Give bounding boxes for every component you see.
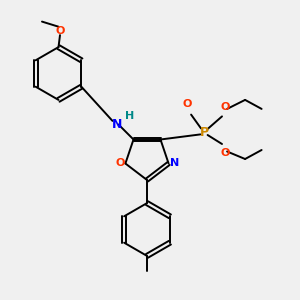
- Text: O: O: [221, 102, 230, 112]
- Text: O: O: [55, 26, 65, 36]
- Text: O: O: [221, 148, 230, 158]
- Text: N: N: [170, 158, 179, 169]
- Text: O: O: [115, 158, 125, 169]
- Text: N: N: [112, 118, 122, 131]
- Text: O: O: [183, 99, 192, 110]
- Text: H: H: [125, 111, 134, 121]
- Text: P: P: [200, 125, 208, 139]
